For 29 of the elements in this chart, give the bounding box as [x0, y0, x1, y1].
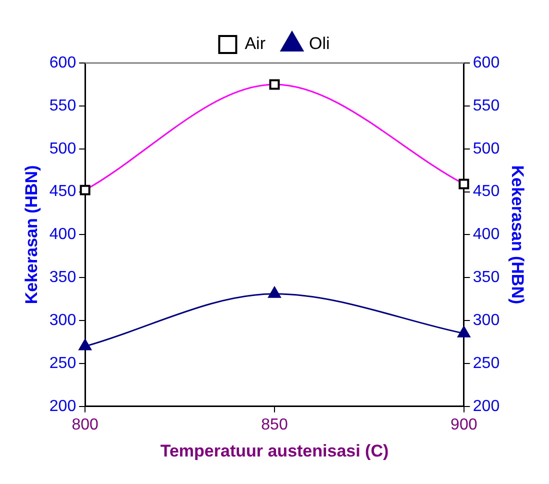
y2-tick-label: 350: [472, 269, 500, 286]
x-axis-title: Temperatuur austenisasi (C): [160, 441, 389, 460]
y2-tick-label: 600: [472, 54, 500, 72]
y2-tick-label: 550: [472, 97, 500, 114]
y-tick-label: 550: [49, 97, 76, 114]
point: [78, 339, 92, 350]
y-tick-label: 600: [49, 54, 76, 72]
y-tick-label: 300: [49, 312, 76, 329]
legend-label: Oli: [309, 34, 330, 54]
y2-tick-label: 250: [472, 354, 500, 372]
y2-tick-label: 300: [472, 312, 500, 329]
y-tick-label: 500: [49, 140, 76, 158]
x-tick-label: 850: [261, 416, 288, 434]
y-tick-label: 250: [49, 354, 76, 372]
y2-tick-label: 200: [472, 398, 500, 415]
y2-tick-label: 400: [472, 226, 500, 244]
y2-tick-label: 450: [472, 183, 500, 200]
legend-label: Air: [244, 34, 266, 54]
y-tick-label: 400: [49, 226, 76, 244]
y2-axis-title: Kekerasan (HBN): [508, 165, 528, 304]
y-tick-label: 450: [49, 183, 76, 200]
x-tick-label: 800: [72, 416, 99, 434]
x-tick-label: 900: [450, 416, 478, 434]
y-axis-title: Kekerasan (HBN): [22, 165, 41, 304]
y-tick-label: 200: [49, 398, 76, 415]
y2-tick-label: 500: [472, 140, 500, 158]
point: [268, 286, 281, 298]
point: [458, 326, 470, 338]
y-tick-label: 350: [49, 269, 76, 286]
